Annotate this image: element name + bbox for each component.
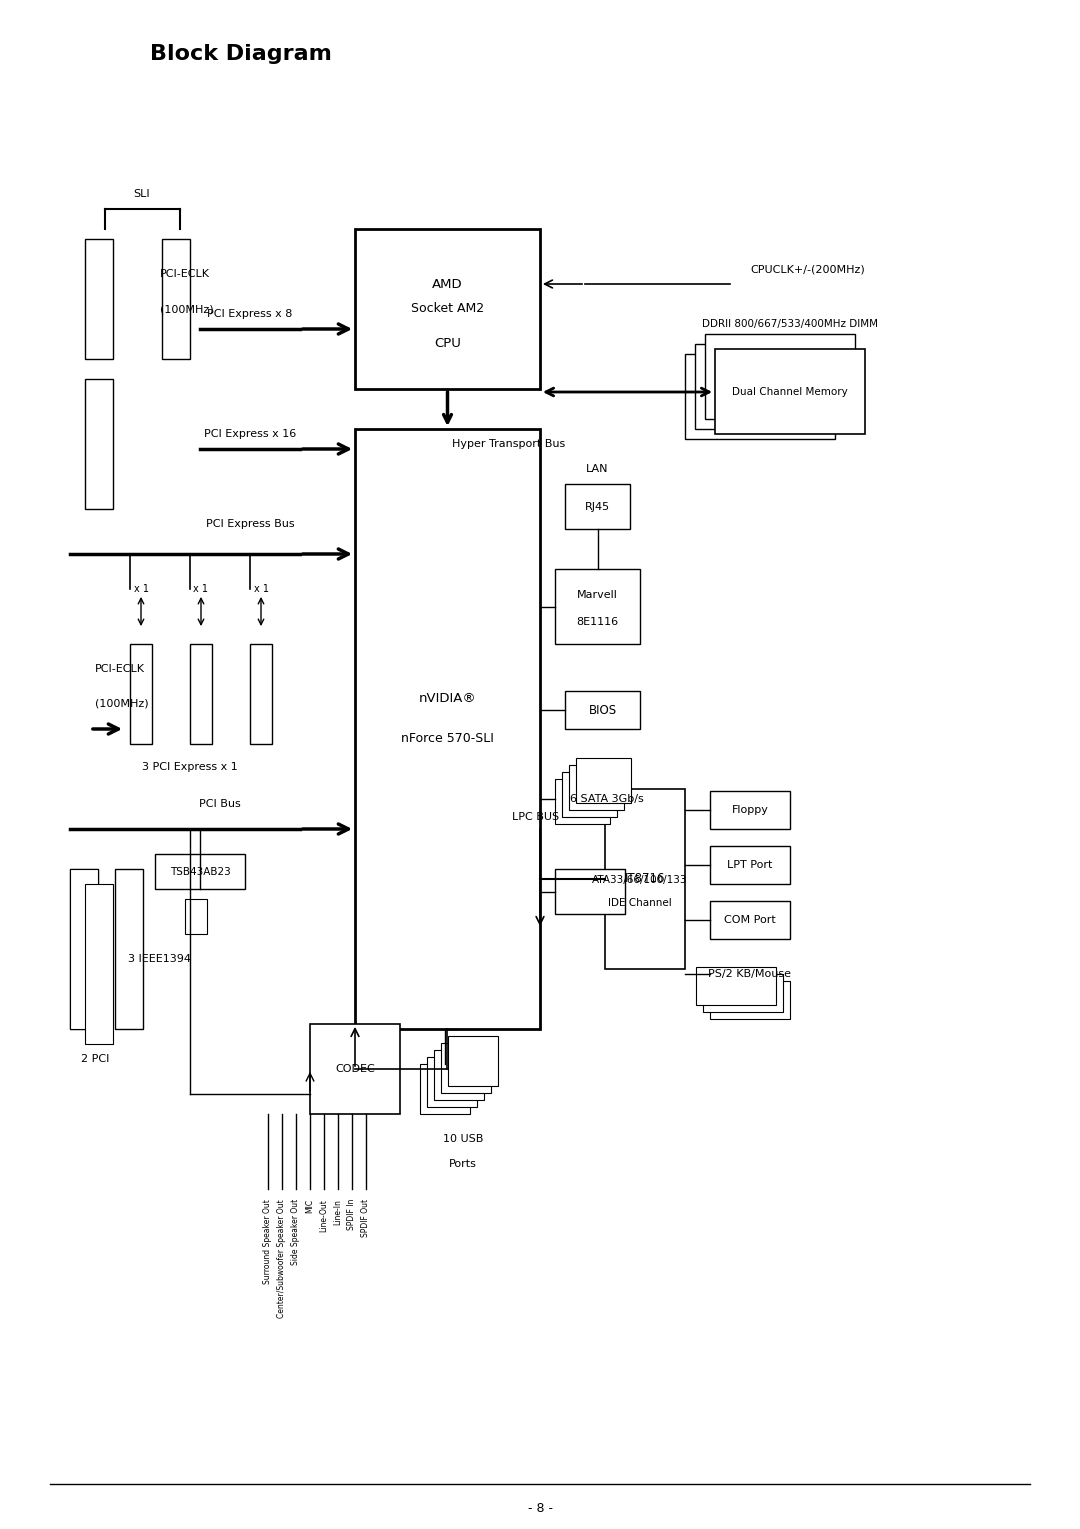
Text: - 8 -: - 8 - xyxy=(527,1503,553,1515)
Text: 10 USB: 10 USB xyxy=(443,1135,483,1144)
Bar xyxy=(715,349,865,434)
Text: x 1: x 1 xyxy=(134,584,149,593)
Bar xyxy=(162,239,190,359)
Text: IDE Channel: IDE Channel xyxy=(608,899,672,908)
Text: Dual Channel Memory: Dual Channel Memory xyxy=(732,387,848,398)
Bar xyxy=(355,430,540,1029)
Bar xyxy=(441,1043,491,1093)
Text: 3 PCI Express x 1: 3 PCI Express x 1 xyxy=(143,761,238,772)
Bar xyxy=(310,1024,400,1115)
Bar xyxy=(562,772,617,816)
Bar xyxy=(569,764,624,810)
Text: Block Diagram: Block Diagram xyxy=(150,44,332,64)
Bar xyxy=(434,1050,484,1099)
Text: x 1: x 1 xyxy=(254,584,269,593)
Text: IT8716: IT8716 xyxy=(624,873,665,885)
Bar xyxy=(190,644,212,745)
Text: 3 IEEE1394: 3 IEEE1394 xyxy=(129,954,191,963)
Bar xyxy=(427,1057,477,1107)
Text: PCI Bus: PCI Bus xyxy=(199,800,241,809)
Text: Surround Speaker Out: Surround Speaker Out xyxy=(264,1199,272,1284)
Text: DDRII 800/667/533/400MHz DIMM: DDRII 800/667/533/400MHz DIMM xyxy=(702,320,878,329)
Text: (100MHz): (100MHz) xyxy=(95,699,149,709)
Text: PCI Express x 16: PCI Express x 16 xyxy=(204,430,296,439)
Bar xyxy=(696,344,845,430)
Bar xyxy=(565,691,640,729)
Text: LPT Port: LPT Port xyxy=(727,859,772,870)
Bar xyxy=(705,333,855,419)
Bar xyxy=(249,644,272,745)
Text: PCI-ECLK: PCI-ECLK xyxy=(95,664,145,674)
Text: TSB43AB23: TSB43AB23 xyxy=(170,867,230,878)
Text: PS/2 KB/Mouse: PS/2 KB/Mouse xyxy=(708,969,792,979)
Bar xyxy=(576,758,631,803)
Text: Marvell: Marvell xyxy=(577,590,618,599)
Bar xyxy=(448,1037,498,1086)
Text: Socket AM2: Socket AM2 xyxy=(410,303,484,315)
Bar xyxy=(85,379,113,509)
Text: nVIDIA®: nVIDIA® xyxy=(419,693,476,705)
Bar xyxy=(703,974,783,1012)
Bar xyxy=(710,846,789,884)
Bar xyxy=(420,1064,470,1115)
Text: Line-Out: Line-Out xyxy=(320,1199,328,1232)
Text: 6 SATA 3Gb/s: 6 SATA 3Gb/s xyxy=(570,794,644,804)
Bar xyxy=(710,790,789,829)
Bar xyxy=(355,229,540,388)
Text: SLI: SLI xyxy=(134,190,150,199)
Text: LAN: LAN xyxy=(586,463,609,474)
Text: Floppy: Floppy xyxy=(731,804,769,815)
Text: PCI-ECLK: PCI-ECLK xyxy=(160,269,210,278)
Text: RJ45: RJ45 xyxy=(585,502,610,512)
Text: Line-In: Line-In xyxy=(334,1199,342,1225)
Text: CPU: CPU xyxy=(434,338,461,350)
Bar xyxy=(710,982,789,1018)
Text: ATA33/66/100/133: ATA33/66/100/133 xyxy=(592,875,688,884)
Text: x 1: x 1 xyxy=(193,584,208,593)
Bar xyxy=(70,868,98,1029)
Text: SPDIF In: SPDIF In xyxy=(348,1199,356,1231)
Text: AMD: AMD xyxy=(432,277,463,291)
Text: Center/Subwoofer Speaker Out: Center/Subwoofer Speaker Out xyxy=(278,1199,286,1318)
Bar xyxy=(555,569,640,644)
Bar xyxy=(710,901,789,939)
Text: COM Port: COM Port xyxy=(724,914,775,925)
Bar xyxy=(130,644,152,745)
Bar xyxy=(555,778,610,824)
Bar xyxy=(555,868,625,914)
Bar xyxy=(70,868,98,1029)
Text: nForce 570-SLI: nForce 570-SLI xyxy=(401,732,494,746)
Text: MIC: MIC xyxy=(306,1199,314,1212)
Text: 8E1116: 8E1116 xyxy=(577,616,619,627)
Text: CODEC: CODEC xyxy=(335,1064,375,1073)
Text: BIOS: BIOS xyxy=(589,703,617,717)
Text: PCI Express Bus: PCI Express Bus xyxy=(205,518,295,529)
Bar xyxy=(156,855,245,888)
Text: Hyper Transport Bus: Hyper Transport Bus xyxy=(453,439,566,450)
Bar xyxy=(696,966,777,1005)
Text: 2 PCI: 2 PCI xyxy=(81,1053,109,1064)
Text: Ports: Ports xyxy=(449,1159,477,1170)
Bar xyxy=(114,868,143,1029)
Text: SPDIF Out: SPDIF Out xyxy=(362,1199,370,1237)
Bar xyxy=(85,884,113,1044)
Bar xyxy=(605,789,685,969)
Text: LPC BUS: LPC BUS xyxy=(512,812,559,823)
Bar xyxy=(85,239,113,359)
Bar xyxy=(565,485,630,529)
Bar xyxy=(685,355,835,439)
Text: PCI Express x 8: PCI Express x 8 xyxy=(207,309,293,320)
Text: CPUCLK+/-(200MHz): CPUCLK+/-(200MHz) xyxy=(750,265,865,274)
Text: (100MHz): (100MHz) xyxy=(160,304,214,313)
Text: Side Speaker Out: Side Speaker Out xyxy=(292,1199,300,1266)
Bar xyxy=(185,899,207,934)
